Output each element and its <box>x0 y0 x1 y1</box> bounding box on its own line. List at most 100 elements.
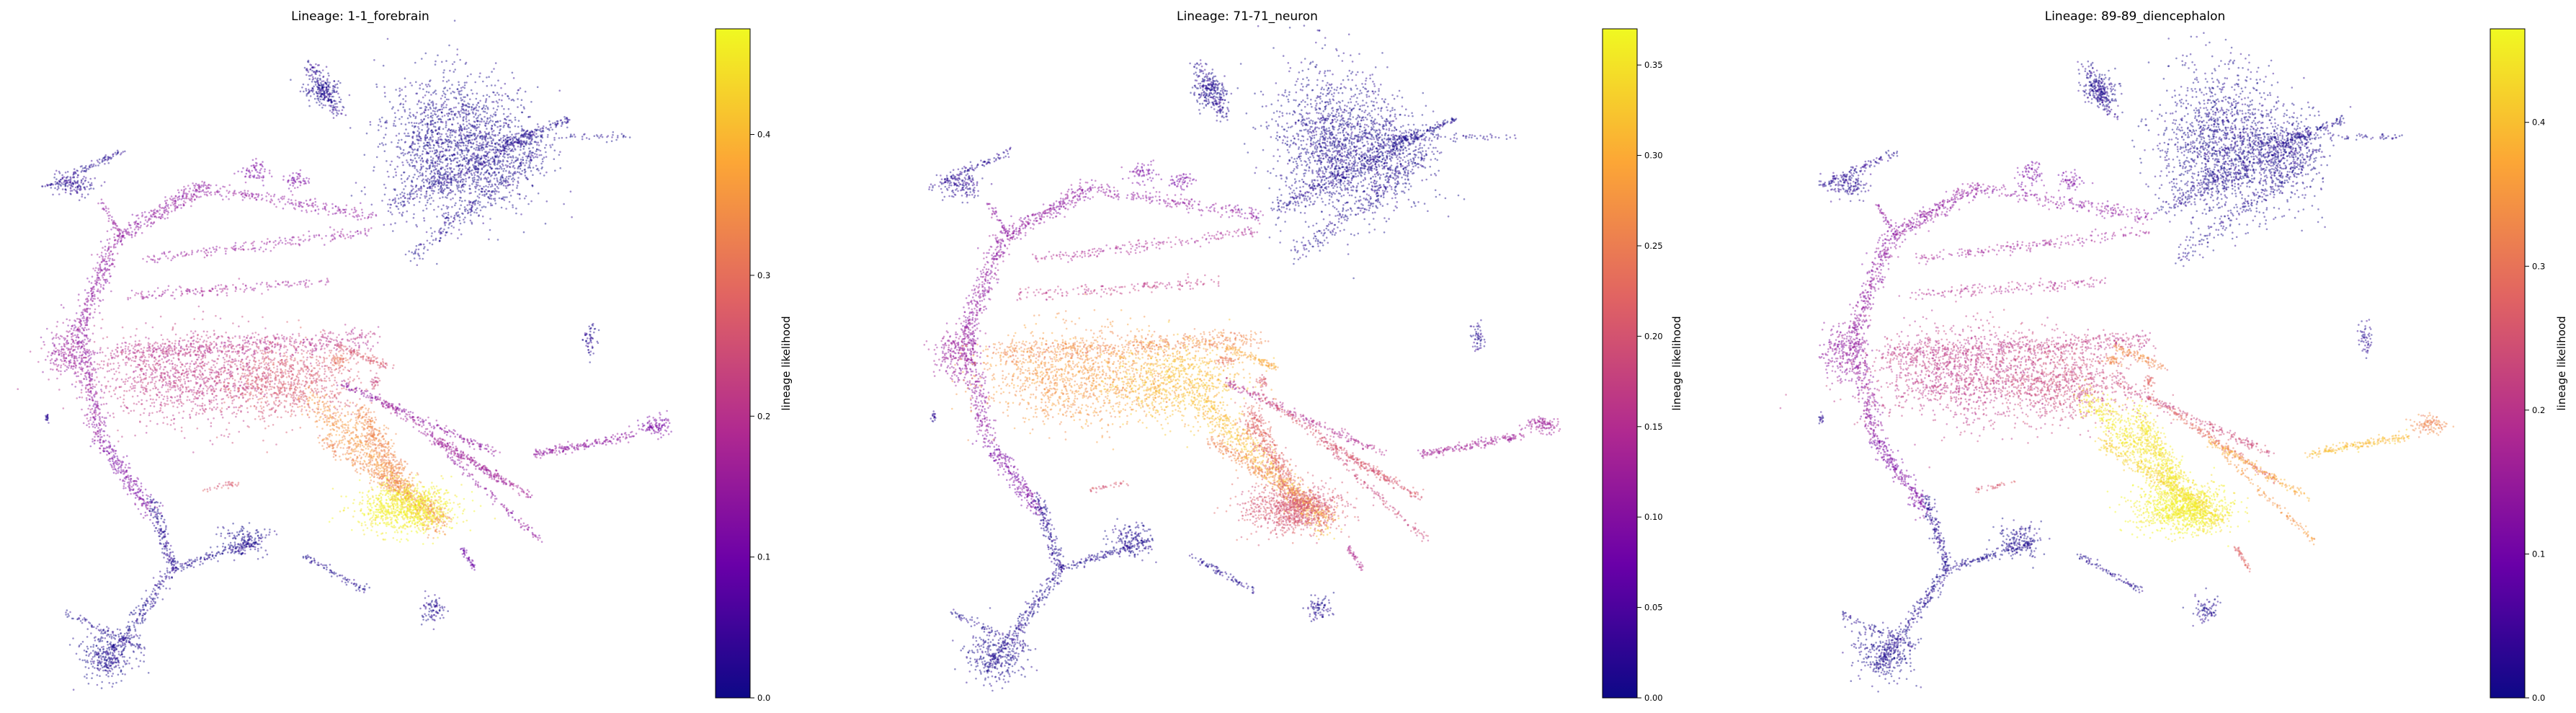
cell-point <box>561 125 563 128</box>
cell-point <box>458 169 460 172</box>
cell-point <box>435 183 437 185</box>
cell-point <box>314 81 316 83</box>
cell-point <box>440 185 442 187</box>
cell-point <box>453 160 455 162</box>
cell-point <box>418 123 420 125</box>
cell-point <box>524 198 526 200</box>
cell-point <box>61 174 63 177</box>
cell-point <box>448 128 450 130</box>
cell-point <box>470 211 472 213</box>
cell-point <box>422 161 424 163</box>
cell-point <box>409 108 411 110</box>
cell-point <box>489 117 491 119</box>
cell-point <box>549 144 551 146</box>
cell-point <box>534 141 536 143</box>
cell-point <box>497 105 499 107</box>
cell-point <box>448 187 450 190</box>
cell-point <box>536 149 538 151</box>
cell-point <box>411 180 413 182</box>
cell-point <box>457 237 459 239</box>
cell-point <box>419 172 421 174</box>
cell-point <box>447 139 450 141</box>
cell-point <box>485 206 487 208</box>
cell-point <box>414 125 416 128</box>
cell-point <box>72 174 74 176</box>
cell-point <box>429 198 431 200</box>
cell-point <box>486 164 488 167</box>
cell-point <box>478 161 481 163</box>
cell-point <box>525 174 527 177</box>
cell-point <box>396 146 398 149</box>
cell-point <box>532 185 534 187</box>
cell-point <box>105 208 107 210</box>
cell-point <box>418 190 420 192</box>
cell-point <box>476 98 478 100</box>
cell-point <box>438 230 440 232</box>
cell-point <box>323 105 325 107</box>
cell-point <box>503 135 505 137</box>
cell-point <box>457 88 459 90</box>
cell-point <box>111 157 113 159</box>
cell-point <box>445 94 447 96</box>
cell-point <box>538 169 540 172</box>
cell-point <box>432 120 434 122</box>
cell-point <box>81 195 83 198</box>
cell-point <box>313 86 315 88</box>
cell-point <box>456 161 458 164</box>
cell-point <box>508 108 510 110</box>
cell-point <box>91 160 93 162</box>
cell-point <box>425 161 427 163</box>
cell-point <box>503 140 505 142</box>
cell-point <box>333 117 335 119</box>
cell-point <box>319 90 321 92</box>
cell-point <box>463 174 465 176</box>
cell-point <box>458 229 460 231</box>
cell-point <box>402 106 404 108</box>
cell-point <box>512 180 514 182</box>
cell-point <box>426 231 428 234</box>
cell-point <box>509 113 512 115</box>
cell-point <box>450 179 453 181</box>
cell-point <box>437 180 440 182</box>
cell-point <box>58 193 61 195</box>
cell-point <box>70 190 72 192</box>
cell-point <box>453 221 455 223</box>
cell-point <box>550 126 552 128</box>
cell-point <box>89 167 92 169</box>
cell-point <box>389 101 391 103</box>
cell-point <box>416 226 418 228</box>
cell-point <box>531 134 533 136</box>
cell-point <box>500 138 502 140</box>
cell-point <box>408 202 410 204</box>
cell-point <box>509 192 511 194</box>
cell-point <box>495 203 497 205</box>
cell-point <box>438 169 440 172</box>
cell-point <box>496 126 499 128</box>
cell-point <box>418 157 420 159</box>
cell-point <box>513 77 515 79</box>
cell-point <box>486 192 488 195</box>
cell-point <box>450 108 453 110</box>
cell-point <box>402 164 404 167</box>
cell-point <box>307 61 309 63</box>
cell-point <box>424 115 427 118</box>
cell-point <box>62 183 64 185</box>
cell-point <box>401 192 404 194</box>
cell-point <box>509 201 511 203</box>
cell-point <box>414 167 416 169</box>
cell-point <box>97 164 99 167</box>
cell-point <box>314 98 316 100</box>
cell-point <box>404 141 406 143</box>
cell-point <box>428 152 430 154</box>
cell-point <box>464 184 466 186</box>
cell-point <box>450 142 453 144</box>
cell-point <box>468 127 470 129</box>
cell-point <box>432 141 434 143</box>
cell-point <box>393 123 395 125</box>
cell-point <box>510 195 512 197</box>
cell-point <box>413 192 415 195</box>
cell-point <box>311 81 313 83</box>
cell-point <box>405 128 407 130</box>
cell-point <box>520 87 522 89</box>
cell-point <box>427 168 429 170</box>
